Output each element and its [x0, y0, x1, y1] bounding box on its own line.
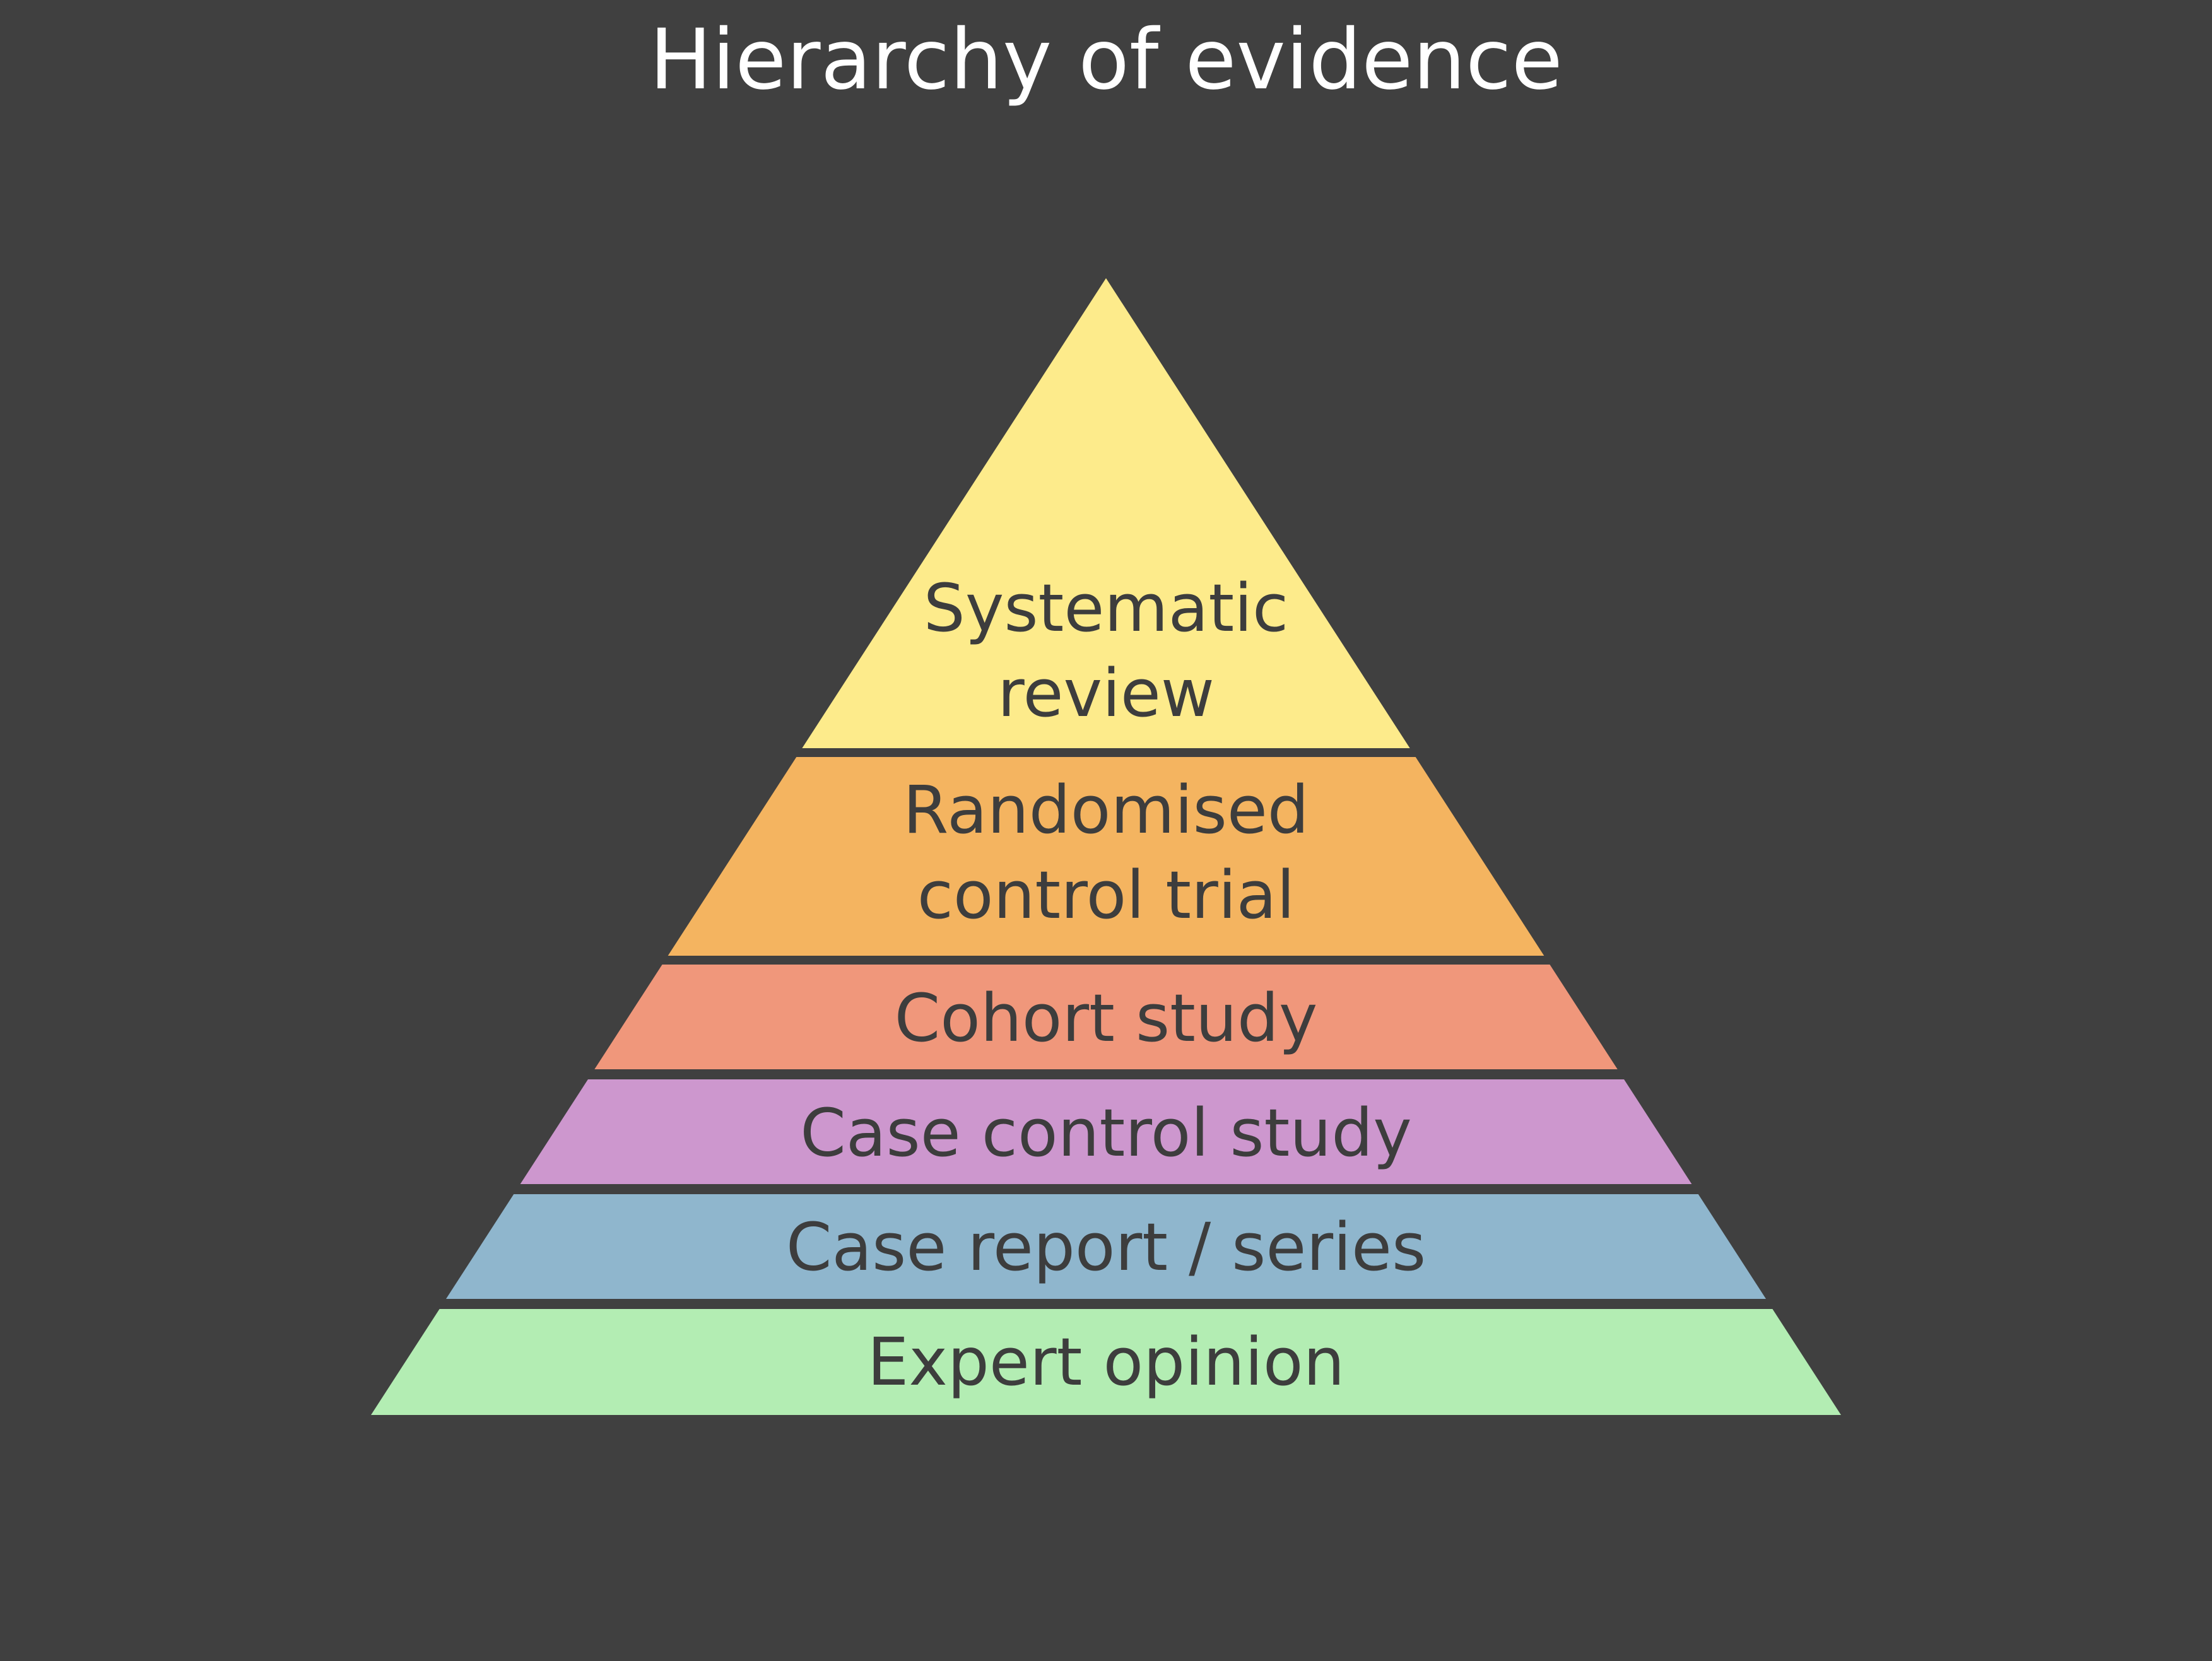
pyramid-tier-6 [371, 1309, 1841, 1415]
diagram-title: Hierarchy of evidence [649, 11, 1563, 109]
pyramid-tier-2 [668, 757, 1544, 956]
pyramid-tier-5 [445, 1194, 1767, 1299]
tier-2-label-line-2: control trial [917, 857, 1295, 934]
tier-6-label-line-1: Expert opinion [868, 1324, 1345, 1400]
tier-5-label-line-1: Case report / series [786, 1209, 1426, 1286]
pyramid-tier-1 [802, 278, 1410, 748]
tier-1-label-line-1: Systematic [924, 570, 1288, 647]
tier-4-label-line-1: Case control study [800, 1095, 1412, 1171]
tier-2-label-line-1: Randomised [903, 772, 1309, 848]
tier-3-label-line-1: Cohort study [895, 980, 1318, 1057]
tier-1-label-line-2: review [997, 655, 1215, 732]
pyramid-tier-3 [594, 965, 1618, 1069]
evidence-pyramid: Systematic review Randomised control trial C… [371, 278, 1841, 1415]
pyramid-tier-4 [520, 1079, 1692, 1184]
